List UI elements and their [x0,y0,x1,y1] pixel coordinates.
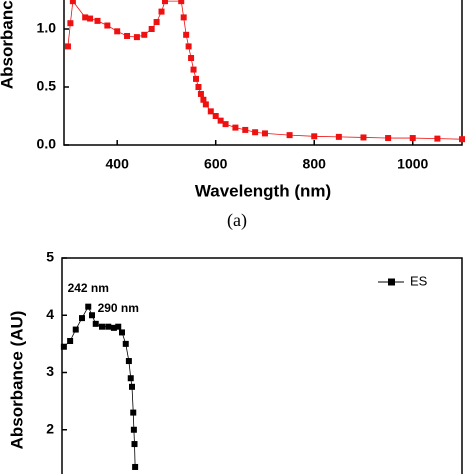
data-point [158,8,165,15]
data-point [131,441,138,448]
x-tick-label: 1000 [397,156,428,172]
data-point [459,136,465,143]
data-point [122,340,129,347]
data-point [242,126,249,133]
data-point [67,338,74,345]
data-point [335,133,342,140]
data-point [105,323,112,330]
y-tick-label: 5 [46,249,54,265]
data-point [217,117,224,124]
data-point [124,32,131,39]
data-point [130,409,137,416]
data-point [202,101,209,108]
x-tick-label: 800 [303,156,327,172]
data-point [180,14,187,21]
plot-frame [63,0,463,146]
data-point [434,135,441,142]
data-point [360,134,367,141]
data-point [110,324,117,331]
y-tick-label: 3 [46,363,54,379]
data-point [72,326,79,333]
data-point [190,66,197,73]
data-point [148,26,155,32]
data-point [94,17,101,24]
y-tick-label: 0.0 [37,136,57,152]
data-point [92,320,99,327]
data-point [161,0,168,5]
plot-frame [61,257,463,474]
data-point [82,14,89,21]
data-point [119,329,125,336]
data-point [385,135,392,142]
data-point [60,343,67,350]
caption: (a) [227,210,247,231]
data-point [115,323,122,330]
data-point [87,15,94,22]
data-point [130,426,137,433]
data-point [141,31,148,38]
data-point [185,43,192,50]
data-point [222,121,229,128]
data-point [129,383,135,390]
data-point [261,130,268,137]
data-point [232,124,239,131]
data-point [195,84,202,90]
data-point [252,129,259,136]
data-point [193,75,200,82]
series-line [67,0,463,140]
data-point [409,135,416,142]
data-point [104,22,111,29]
y-axis-title: Absorbance [0,0,16,89]
x-tick-label: 400 [106,156,130,172]
data-point [79,315,85,322]
y-tick-label: 2 [46,420,54,436]
data-point [69,0,76,5]
data-point [133,34,140,41]
data-point [311,133,318,140]
data-point [286,132,293,139]
data-point [64,43,71,50]
legend-label: ES [410,273,428,288]
y-tick-label: 4 [46,306,54,322]
data-point [200,96,207,103]
annotation: 290 nm [98,301,139,315]
data-point [67,20,74,27]
data-point [127,375,134,382]
data-point [85,303,92,310]
data-point [132,463,139,470]
data-point [212,113,219,119]
x-tick-label: 600 [204,156,228,172]
x-axis-title: Wavelength (nm) [195,181,331,200]
data-point [178,0,185,5]
data-point [188,55,195,61]
data-point [114,28,121,35]
data-point [207,108,214,115]
annotation: 242 nm [68,281,109,295]
y-tick-label: 1.0 [37,20,57,36]
data-point [125,358,132,365]
data-point [99,323,105,330]
y-axis-title: Absorbance (AU) [7,311,26,450]
y-tick-label: 0.5 [37,78,57,94]
data-point [153,19,160,26]
data-point [183,31,190,38]
data-point [89,312,95,319]
legend-marker [388,278,395,286]
data-point [197,90,204,97]
